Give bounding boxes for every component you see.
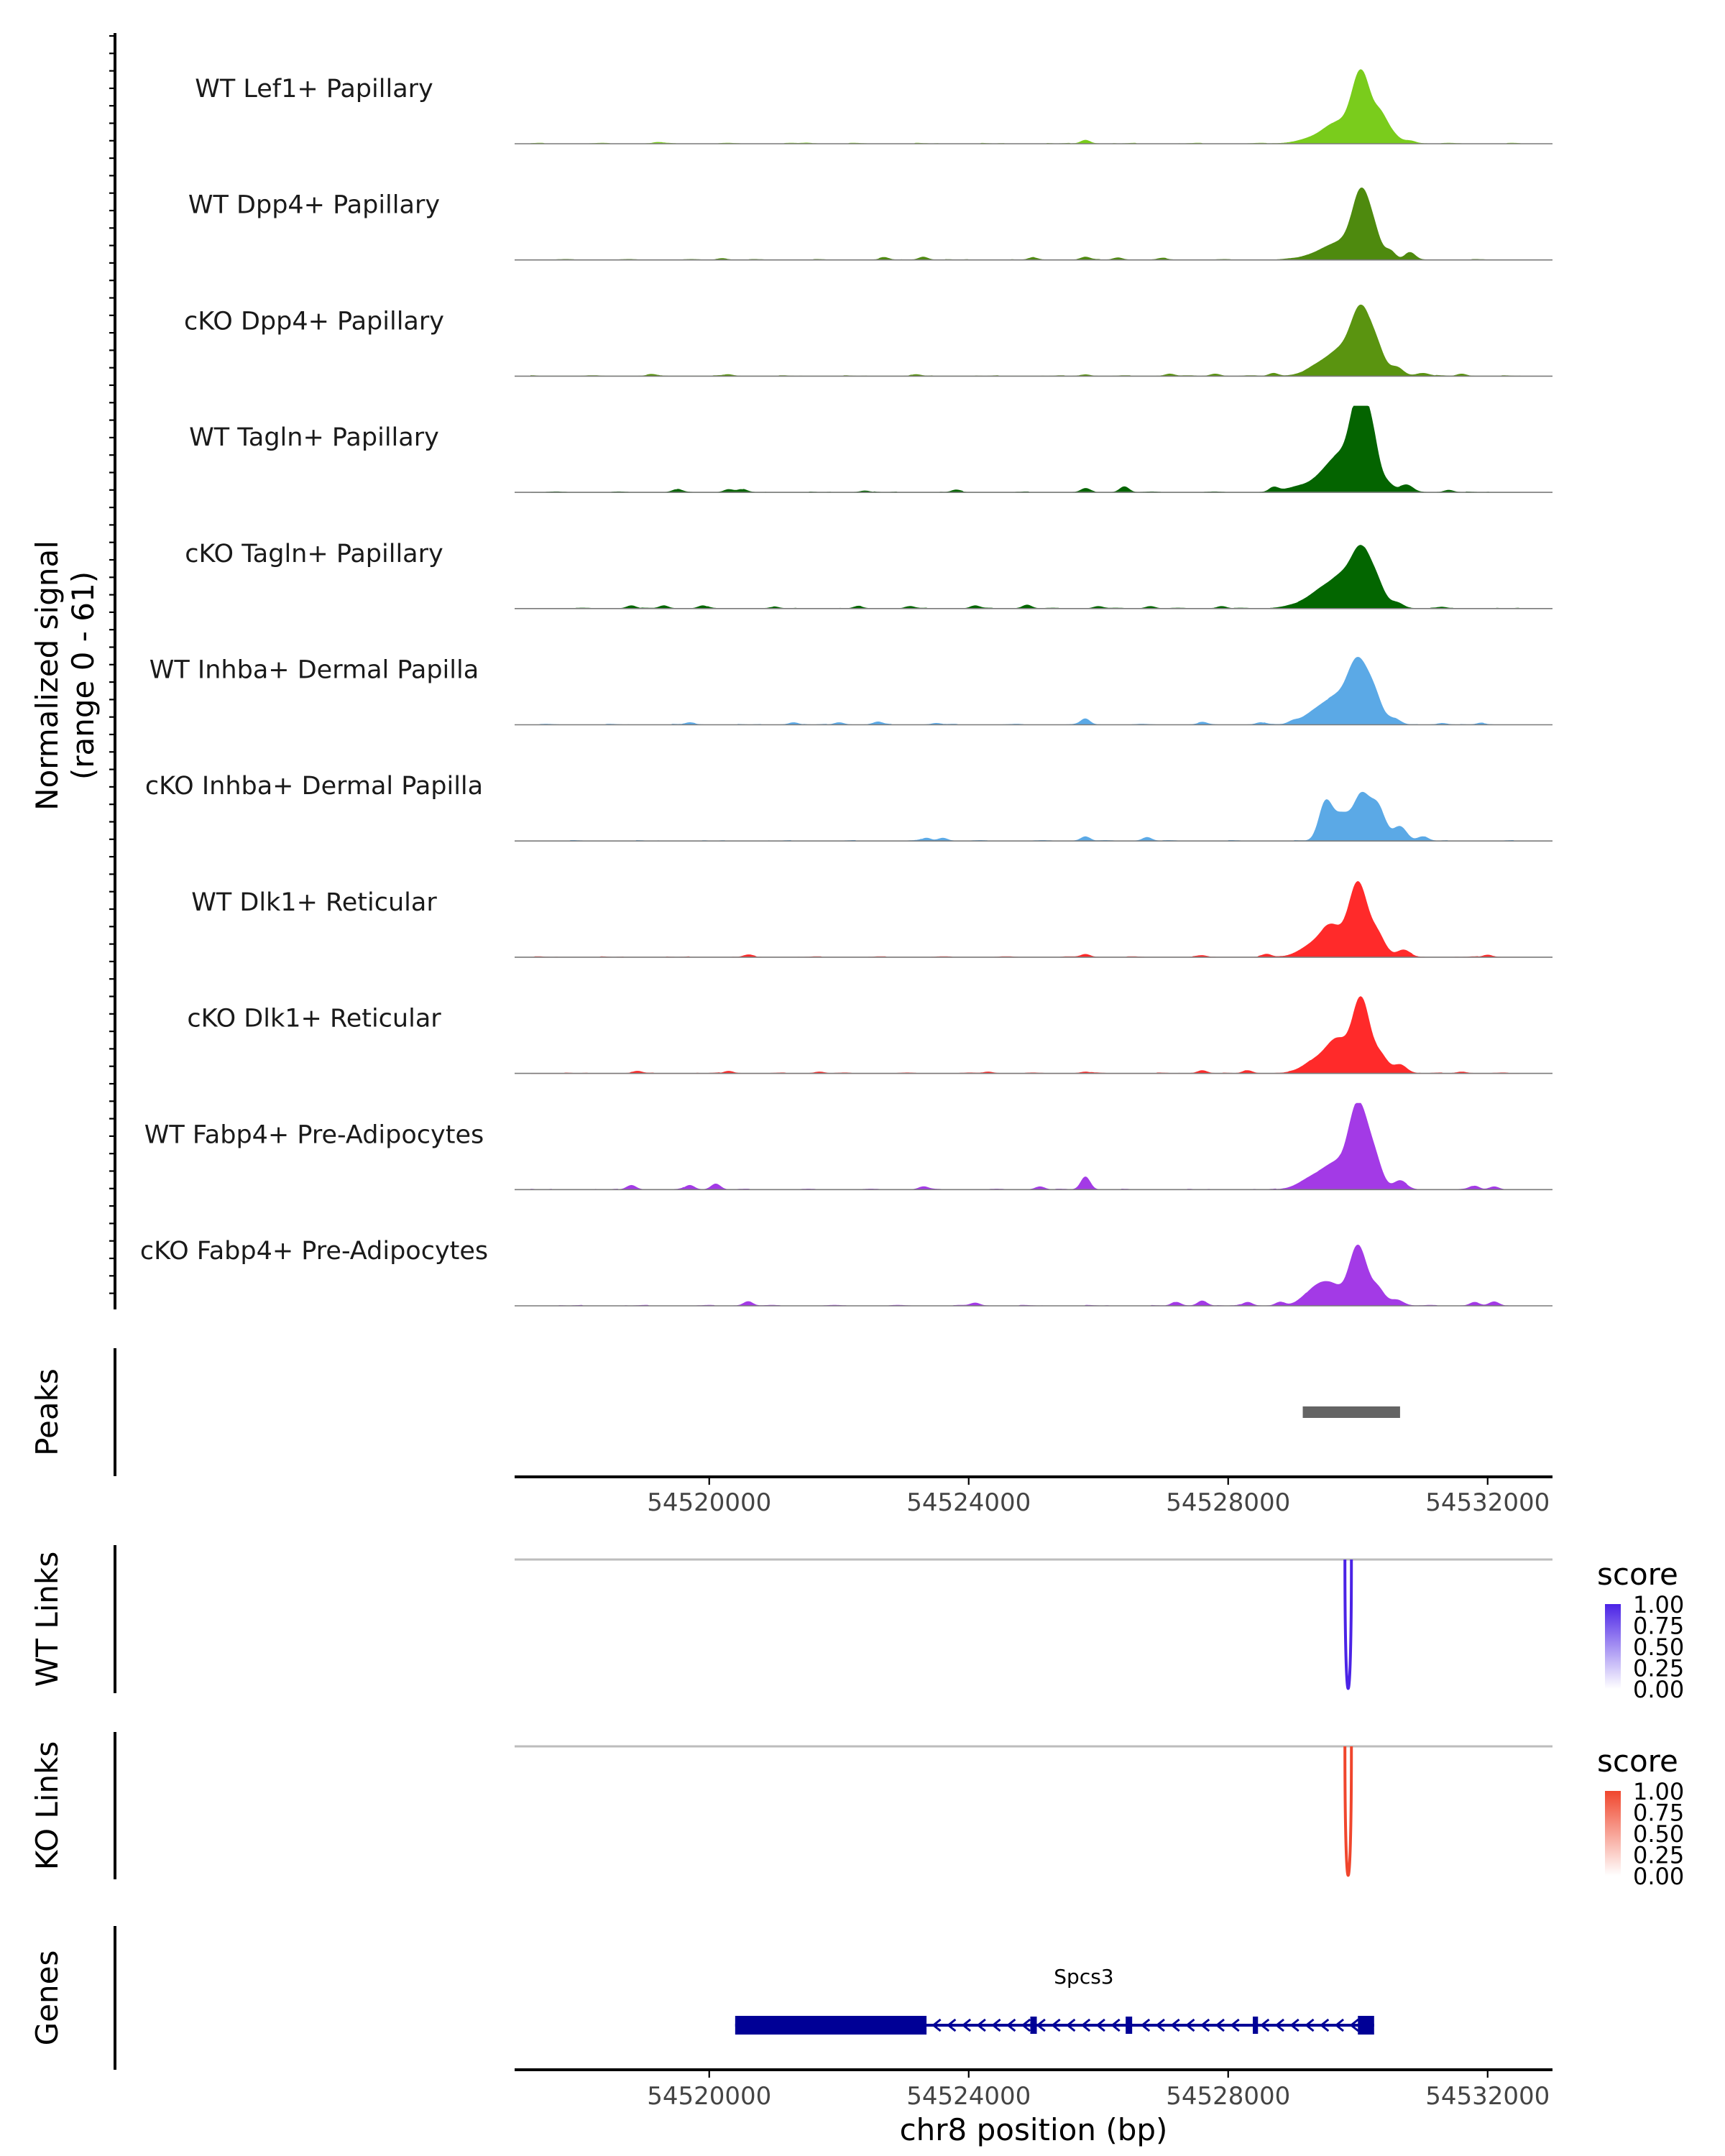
legend-tick-label: 0.00 <box>1633 1863 1684 1890</box>
strand-arrow <box>1334 2018 1345 2032</box>
track-label: WT Fabp4+ Pre-Adipocytes <box>144 1120 484 1149</box>
strand-arrow <box>1274 2018 1284 2032</box>
strand-arrow <box>1110 2018 1121 2032</box>
x-tick-label: 54524000 <box>906 2082 1031 2111</box>
x-tick-label: 54524000 <box>906 1488 1031 1517</box>
x-tick-label: 54532000 <box>1425 2082 1550 2111</box>
signal-track: cKO Inhba+ Dermal Papilla <box>145 772 1552 842</box>
track-label: cKO Dlk1+ Reticular <box>187 1005 441 1033</box>
strand-arrow <box>1051 2018 1061 2032</box>
strand-arrow <box>1095 2018 1105 2032</box>
strand-arrow <box>1200 2018 1210 2032</box>
strand-arrow <box>932 2018 942 2032</box>
legend-tick-label: 1.00 <box>1633 1591 1684 1618</box>
legend-colorbar <box>1605 1604 1621 1689</box>
gene-exon <box>1358 2016 1374 2035</box>
strand-arrow <box>1036 2018 1046 2032</box>
track-label: cKO Dpp4+ Papillary <box>184 307 444 336</box>
strand-arrow <box>961 2018 972 2032</box>
track-label: WT Tagln+ Papillary <box>189 423 439 452</box>
x-tick-label: 54528000 <box>1166 1488 1290 1517</box>
gene-name-label: Spcs3 <box>1054 1965 1113 1989</box>
signal-track: cKO Fabp4+ Pre-Adipocytes <box>140 1237 1552 1307</box>
strand-arrow <box>1349 2018 1359 2032</box>
x-tick-label: 54532000 <box>1425 1488 1550 1517</box>
signal-track: WT Dpp4+ Papillary <box>188 187 1552 261</box>
track-label: cKO Fabp4+ Pre-Adipocytes <box>140 1237 488 1266</box>
signal-track: WT Fabp4+ Pre-Adipocytes <box>144 1102 1552 1191</box>
signal-y-axis-range: (range 0 - 61) <box>65 571 101 780</box>
legend-tick-label: 0.00 <box>1633 1676 1684 1703</box>
track-label: WT Lef1+ Papillary <box>195 75 433 103</box>
legend-tick-label: 0.75 <box>1633 1613 1684 1640</box>
x-tick-label: 54520000 <box>647 2082 771 2111</box>
signal-track: WT Tagln+ Papillary <box>189 405 1552 493</box>
legend-tick-label: 0.50 <box>1633 1634 1684 1661</box>
peaks-y-axis-title: Peaks <box>29 1368 65 1456</box>
x-tick-label: 54520000 <box>647 1488 771 1517</box>
strand-arrow <box>976 2018 986 2032</box>
legend-title: score <box>1597 1743 1678 1779</box>
genes-panel: Genes Spcs3 54520000 54524000 54528000 545320… <box>29 1926 1552 2147</box>
legend-tick-label: 0.25 <box>1633 1655 1684 1682</box>
strand-arrow <box>1289 2018 1300 2032</box>
legend-colorbar <box>1605 1791 1621 1876</box>
signal-panel: Normalized signal (range 0 - 61) WT Lef1+ … <box>29 33 1552 1309</box>
strand-arrow <box>1215 2018 1225 2032</box>
legend-tick-label: 0.25 <box>1633 1842 1684 1869</box>
signal-track: WT Lef1+ Papillary <box>195 69 1552 144</box>
strand-arrow <box>1259 2018 1270 2032</box>
strand-arrow <box>1021 2018 1031 2032</box>
signal-y-axis-title: Normalized signal <box>29 540 65 811</box>
legend-tick-label: 0.75 <box>1633 1800 1684 1827</box>
strand-arrow <box>1185 2018 1195 2032</box>
track-label: cKO Inhba+ Dermal Papilla <box>145 772 483 801</box>
signal-track: WT Dlk1+ Reticular <box>191 880 1552 958</box>
link-arc <box>1343 1559 1353 1690</box>
links-y-axis-title: WT Links <box>29 1552 65 1687</box>
signal-track: cKO Dpp4+ Papillary <box>184 304 1552 377</box>
gene-exon <box>1126 2017 1133 2034</box>
legend-tick-label: 0.50 <box>1633 1820 1684 1848</box>
strand-arrow <box>1170 2018 1180 2032</box>
track-label: cKO Tagln+ Papillary <box>185 540 443 568</box>
link-arc <box>1343 1746 1353 1877</box>
strand-arrow <box>946 2018 957 2032</box>
strand-arrow <box>1305 2018 1315 2032</box>
x-tick-label: 54528000 <box>1166 2082 1290 2111</box>
track-label: WT Dlk1+ Reticular <box>191 888 437 917</box>
legend-tick-label: 1.00 <box>1633 1778 1684 1805</box>
strand-arrow <box>1230 2018 1240 2032</box>
gene-exon <box>1030 2017 1037 2034</box>
signal-area <box>530 545 1521 609</box>
strand-arrow <box>1006 2018 1016 2032</box>
gene-exon <box>1253 2017 1259 2034</box>
track-label: WT Dpp4+ Papillary <box>188 191 440 220</box>
genes-y-axis-title: Genes <box>29 1950 65 2046</box>
signal-track: WT Inhba+ Dermal Papilla <box>150 656 1552 726</box>
signal-track: cKO Tagln+ Papillary <box>185 540 1552 609</box>
peaks-panel: Peaks 54520000 54524000 54528000 54532000 <box>29 1348 1552 1517</box>
gene-exon <box>735 2016 927 2035</box>
peak-bar <box>1302 1406 1400 1418</box>
strand-arrow <box>1066 2018 1076 2032</box>
strand-arrow <box>1319 2018 1330 2032</box>
strand-arrow <box>1080 2018 1091 2032</box>
links-y-axis-title: KO Links <box>29 1741 65 1871</box>
track-label: WT Inhba+ Dermal Papilla <box>150 656 479 685</box>
strand-arrow <box>991 2018 1001 2032</box>
strand-arrow <box>1140 2018 1151 2032</box>
legend-title: score <box>1597 1557 1678 1592</box>
strand-arrow <box>1155 2018 1165 2032</box>
signal-track: cKO Dlk1+ Reticular <box>187 996 1552 1074</box>
x-axis-title: chr8 position (bp) <box>900 2112 1168 2147</box>
